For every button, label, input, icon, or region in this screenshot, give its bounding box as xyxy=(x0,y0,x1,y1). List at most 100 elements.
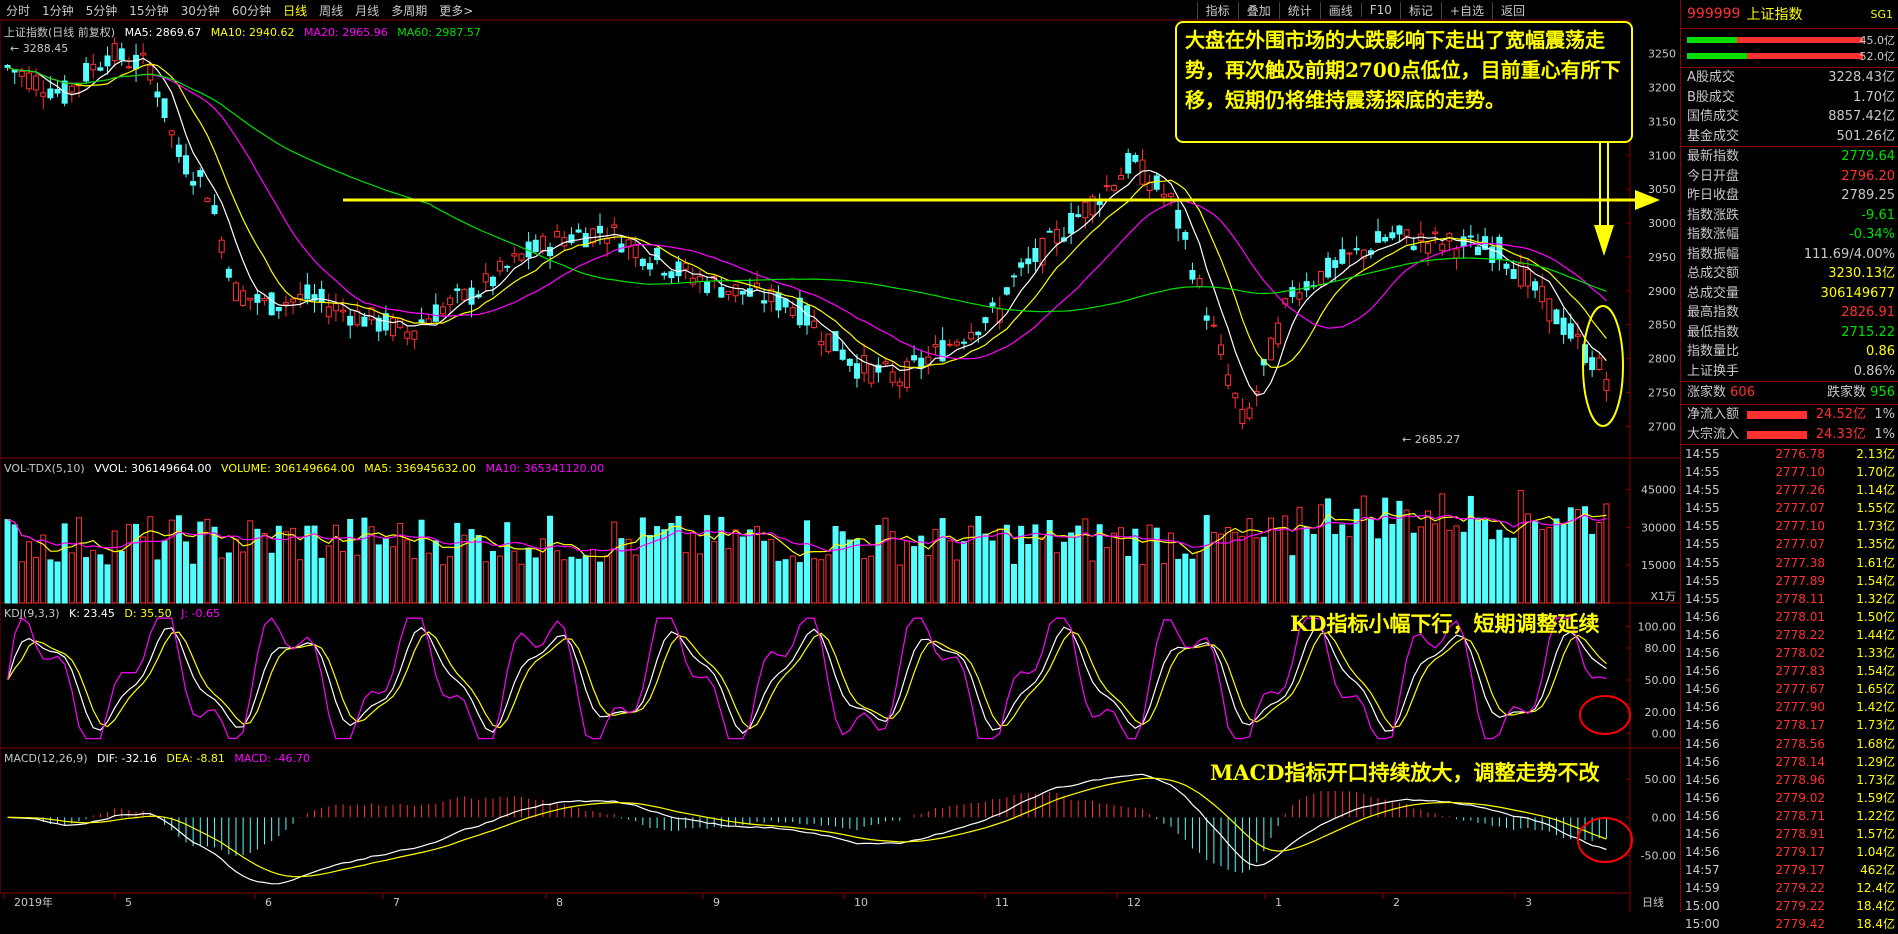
tab-5[interactable]: 60分钟 xyxy=(231,3,272,18)
volume-bar xyxy=(932,528,939,604)
volume-bar xyxy=(1246,518,1253,604)
candle-body xyxy=(1025,258,1032,265)
ratio-bar-a xyxy=(1687,37,1863,43)
volume-bar xyxy=(318,557,325,604)
candle-body xyxy=(133,54,140,70)
volume-bar xyxy=(1532,521,1539,604)
toolbar-btn-0[interactable]: 指标 xyxy=(1196,1,1238,19)
x-label: 5 xyxy=(125,896,132,909)
candle-body xyxy=(161,98,168,119)
tick-row: 14:56 2777.83 1.54亿 xyxy=(1681,662,1898,680)
tick-time: 14:56 xyxy=(1685,646,1720,661)
tab-2[interactable]: 5分钟 xyxy=(85,3,118,18)
candle-body xyxy=(318,288,325,302)
tick-time: 15:00 xyxy=(1685,917,1720,932)
volume-bar xyxy=(882,517,889,604)
volume-bar xyxy=(1360,495,1367,604)
volume-ratio-bars: 45.0亿 52.0亿 xyxy=(1681,29,1898,68)
tick-price: 2778.71 xyxy=(1775,808,1825,823)
axis-label: 2850 xyxy=(1648,319,1676,332)
toolbar-btn-4[interactable]: F10 xyxy=(1360,3,1400,17)
volume-bar xyxy=(1182,553,1189,604)
tab-7[interactable]: 周线 xyxy=(319,3,344,18)
volume-bar xyxy=(1303,526,1310,604)
candle-body xyxy=(789,307,796,317)
candle-body xyxy=(1553,309,1560,325)
tick-time: 14:55 xyxy=(1685,573,1720,588)
rows-b-row-11: 上证换手 0.86% xyxy=(1681,362,1898,382)
toolbar-btn-3[interactable]: 画线 xyxy=(1319,1,1361,19)
kdj-legend: KDJ(9,3,3) K: 23.45 D: 35.50 J: -0.65 xyxy=(4,607,220,620)
rows-b-row-10: 指数量比 0.86 xyxy=(1681,342,1898,362)
flow-value: 24.52亿 xyxy=(1815,407,1866,422)
toolbar-btn-6[interactable]: +自选 xyxy=(1440,1,1492,19)
volume-bar xyxy=(1589,533,1596,604)
rows-b-row-5: 指数振幅 111.69/4.00% xyxy=(1681,245,1898,265)
tab-1[interactable]: 1分钟 xyxy=(42,3,74,18)
x-label: 2019年 xyxy=(14,895,53,909)
index-name: 上证指数 xyxy=(1746,7,1803,23)
row-key: A股成交 xyxy=(1687,70,1735,85)
volume-bar xyxy=(1510,537,1517,604)
candle-body xyxy=(1424,242,1431,254)
volume-bar xyxy=(397,522,404,604)
candle-body xyxy=(404,331,411,339)
candle-body xyxy=(754,282,761,289)
row-value: 306149677 xyxy=(1820,285,1895,301)
toolbar-btn-5[interactable]: 标记 xyxy=(1399,1,1441,19)
candle-body xyxy=(1296,292,1303,300)
candle-body xyxy=(732,284,739,297)
rows-b-row-1: 今日开盘 2796.20 xyxy=(1681,167,1898,187)
volume-bar xyxy=(1118,527,1125,604)
volume-bar xyxy=(1217,533,1224,604)
row-value: 8857.42亿 xyxy=(1828,109,1895,124)
candle-body xyxy=(547,246,554,257)
row-value: 2796.20 xyxy=(1841,168,1895,184)
candle-body xyxy=(311,294,318,301)
tick-volume: 1.54亿 xyxy=(1856,664,1895,679)
candle-body xyxy=(689,277,696,285)
tab-9[interactable]: 多周期 xyxy=(391,3,428,18)
chart-toolbar: 指标 叠加 统计 画线 F10 标记 +自选 返回 xyxy=(1196,0,1533,20)
candle-body xyxy=(1467,235,1474,238)
volume-bar xyxy=(1225,527,1232,604)
volume-bar xyxy=(982,533,989,604)
candle-body xyxy=(432,304,439,322)
tab-6[interactable]: 日线 xyxy=(283,3,308,18)
tick-volume: 18.4亿 xyxy=(1856,899,1895,914)
candle-body xyxy=(1068,213,1075,234)
candle-body xyxy=(953,341,960,346)
tab-10[interactable]: 更多> xyxy=(439,3,474,18)
ratio-value-b: 52.0亿 xyxy=(1859,50,1896,63)
kdj-highlight-circle xyxy=(1579,695,1631,735)
tick-row: 14:55 2777.89 1.54亿 xyxy=(1681,572,1898,590)
volume-bar xyxy=(1010,563,1017,604)
volume-bar xyxy=(1132,528,1139,604)
tab-8[interactable]: 月线 xyxy=(355,3,380,18)
candle-body xyxy=(268,292,275,316)
candle-body xyxy=(125,66,132,69)
row-key: B股成交 xyxy=(1687,89,1735,105)
candle-body xyxy=(140,52,147,56)
vol-legend-item-3: MA10: 365341120.00 xyxy=(481,462,605,475)
tick-row: 14:55 2777.26 1.14亿 xyxy=(1681,481,1898,499)
candle-body xyxy=(11,69,18,73)
row-key: 国债成交 xyxy=(1687,109,1740,124)
toolbar-btn-7[interactable]: 返回 xyxy=(1491,1,1533,19)
toolbar-btn-1[interactable]: 叠加 xyxy=(1237,1,1279,19)
volume-bar xyxy=(632,554,639,604)
tab-3[interactable]: 15分钟 xyxy=(129,3,169,18)
volume-bar xyxy=(25,541,32,604)
volume-bar xyxy=(782,559,789,604)
volume-bar xyxy=(1168,532,1175,604)
tab-0[interactable]: 分时 xyxy=(6,3,31,18)
tick-time: 14:55 xyxy=(1685,501,1720,516)
tick-row: 14:56 2779.02 1.59亿 xyxy=(1681,789,1898,807)
toolbar-btn-2[interactable]: 统计 xyxy=(1278,1,1320,19)
tab-4[interactable]: 30分钟 xyxy=(180,3,220,18)
candle-body xyxy=(1517,262,1524,287)
candle-body xyxy=(761,300,768,304)
kline-chart[interactable]: 3250 3200 3150 3100 3050 3000 2950 2900 2850 2800… xyxy=(0,0,1680,912)
tick-row: 15:00 2779.22 18.4亿 xyxy=(1681,897,1898,915)
volume-bar xyxy=(432,540,439,604)
